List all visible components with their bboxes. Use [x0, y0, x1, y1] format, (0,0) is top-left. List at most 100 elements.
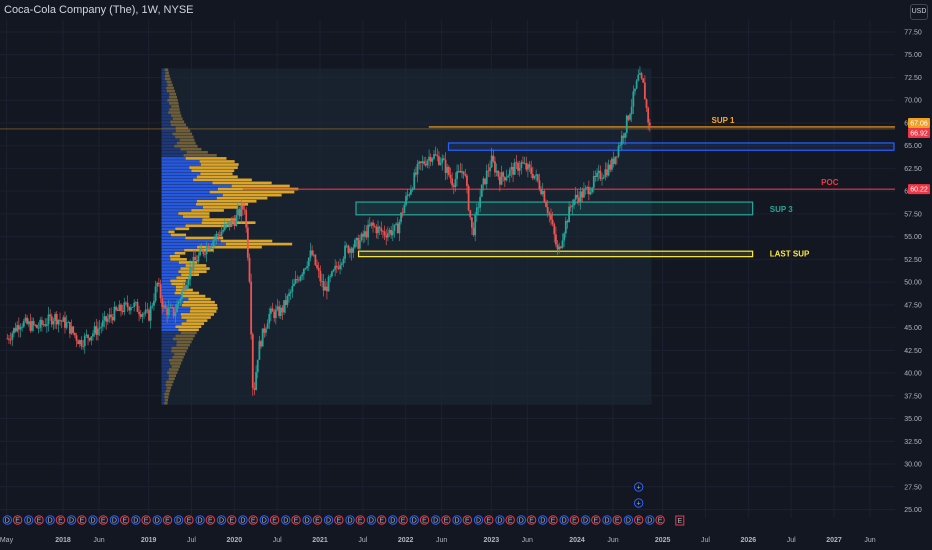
candle-body — [111, 316, 114, 321]
dividend-marker[interactable] — [131, 515, 141, 525]
dividend-marker[interactable] — [88, 515, 98, 525]
candle-body — [22, 321, 25, 327]
earnings-marker-glyph: E — [551, 518, 556, 525]
earnings-marker[interactable] — [12, 515, 23, 525]
candle-body — [548, 212, 551, 215]
earnings-marker[interactable] — [98, 515, 108, 525]
dividend-marker[interactable] — [345, 515, 355, 525]
candle-body — [260, 341, 262, 347]
volume-bar-up — [161, 310, 190, 313]
earnings-marker[interactable] — [334, 515, 344, 525]
candle-body — [400, 212, 402, 222]
dividend-marker[interactable] — [645, 515, 655, 525]
split-marker-2[interactable] — [633, 498, 644, 508]
dividend-marker[interactable] — [173, 515, 184, 525]
candle-body — [372, 222, 374, 226]
dividend-marker[interactable] — [238, 515, 248, 525]
earnings-marker[interactable] — [612, 515, 622, 525]
earnings-marker[interactable] — [141, 515, 151, 525]
earnings-marker[interactable] — [269, 515, 280, 525]
candle-body — [522, 162, 524, 164]
dividend-marker[interactable] — [538, 515, 548, 525]
dividend-marker[interactable] — [66, 515, 77, 525]
dividend-marker[interactable] — [259, 515, 270, 525]
dividend-marker[interactable] — [452, 515, 462, 525]
upcoming-earnings-marker[interactable] — [675, 515, 685, 526]
earnings-marker[interactable] — [205, 515, 216, 525]
dividend-marker[interactable] — [195, 515, 205, 525]
dividend-marker[interactable] — [216, 515, 227, 525]
dividend-marker[interactable] — [559, 515, 569, 525]
earnings-marker[interactable] — [162, 515, 173, 525]
candle-body — [217, 233, 220, 235]
candle-body — [568, 206, 570, 223]
dividend-marker[interactable] — [430, 515, 441, 525]
volume-bar-up — [161, 154, 184, 157]
candle-body — [195, 260, 198, 262]
dividend-marker[interactable] — [409, 515, 419, 525]
earnings-marker[interactable] — [462, 515, 473, 525]
earnings-marker[interactable] — [184, 515, 194, 525]
candle-body — [345, 245, 348, 247]
candle-body — [286, 295, 289, 305]
earnings-marker[interactable] — [291, 515, 301, 525]
dividend-marker[interactable] — [388, 515, 398, 525]
earnings-marker[interactable] — [398, 515, 408, 525]
dividend-marker[interactable] — [109, 515, 120, 525]
earnings-marker[interactable] — [119, 515, 130, 525]
earnings-marker[interactable] — [548, 515, 558, 525]
dividend-marker[interactable] — [516, 515, 527, 525]
earnings-marker-glyph: E — [529, 518, 534, 525]
volume-bar-up — [161, 212, 179, 215]
candle-body — [592, 175, 595, 188]
dividend-marker[interactable] — [473, 515, 484, 525]
dividend-marker[interactable] — [281, 515, 291, 525]
earnings-marker[interactable] — [441, 515, 451, 525]
dividend-marker[interactable] — [495, 515, 505, 525]
earnings-marker[interactable] — [227, 515, 237, 525]
candle-body — [301, 274, 304, 277]
currency-button[interactable]: USD — [910, 4, 928, 20]
earnings-marker[interactable] — [526, 515, 537, 525]
earnings-marker[interactable] — [484, 515, 494, 525]
dividend-marker[interactable] — [623, 515, 634, 525]
earnings-marker[interactable] — [591, 515, 601, 525]
dividend-marker[interactable] — [302, 515, 312, 525]
candle-body — [97, 328, 99, 335]
earnings-marker[interactable] — [419, 515, 430, 525]
volume-bar-down — [170, 362, 182, 365]
earnings-marker[interactable] — [505, 515, 515, 525]
volume-bar-down — [166, 86, 174, 90]
candle-body — [456, 171, 458, 180]
dividend-marker[interactable] — [323, 515, 334, 525]
dividend-marker[interactable] — [366, 515, 377, 525]
dividend-marker[interactable] — [602, 515, 612, 525]
dividend-marker[interactable] — [152, 515, 162, 525]
earnings-marker[interactable] — [55, 515, 66, 525]
candle-body — [190, 267, 193, 270]
earnings-marker[interactable] — [633, 515, 644, 525]
earnings-marker[interactable] — [248, 515, 258, 525]
volume-bar-up — [161, 368, 169, 371]
candle-body — [566, 220, 569, 223]
earnings-marker[interactable] — [355, 515, 365, 525]
volume-bar-up — [161, 389, 166, 393]
candle-body — [62, 317, 65, 322]
candle-body — [294, 278, 297, 284]
dividend-marker[interactable] — [2, 515, 13, 525]
volume-bar-up — [161, 352, 175, 356]
dividend-marker[interactable] — [45, 515, 55, 525]
earnings-marker[interactable] — [312, 515, 323, 525]
earnings-marker[interactable] — [376, 515, 387, 525]
earnings-marker[interactable] — [655, 515, 665, 525]
volume-bar-down — [171, 346, 189, 350]
earnings-marker[interactable] — [569, 515, 580, 525]
split-marker-1[interactable] — [633, 482, 644, 492]
earnings-marker[interactable] — [34, 515, 44, 525]
volume-bar-up — [161, 239, 221, 243]
candle-body — [441, 158, 444, 163]
dividend-marker[interactable] — [580, 515, 591, 525]
earnings-marker[interactable] — [77, 515, 87, 525]
dividend-marker[interactable] — [24, 515, 34, 525]
